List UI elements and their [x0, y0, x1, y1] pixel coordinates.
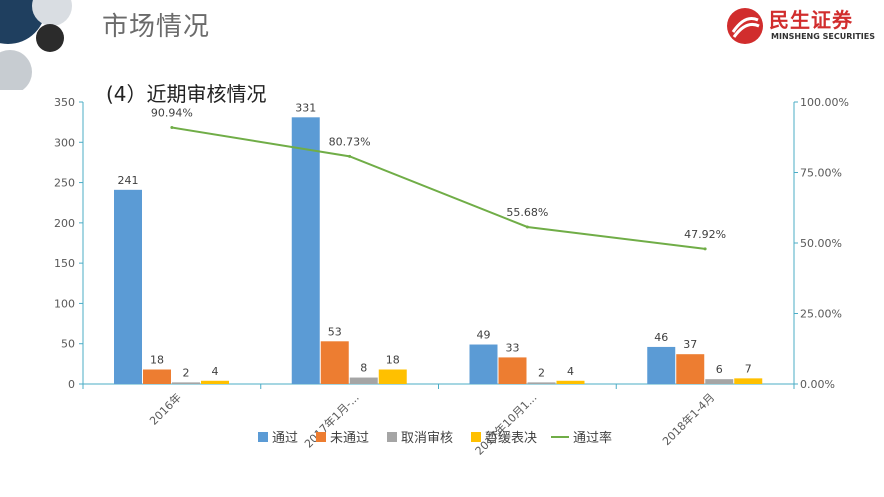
bar	[201, 380, 229, 384]
decorative-circles	[0, 0, 72, 90]
logo-english: MINSHENG SECURITIES	[771, 32, 875, 41]
bar-data-label: 46	[654, 331, 668, 344]
bar-data-label: 4	[212, 365, 219, 378]
legend-swatch	[387, 432, 397, 442]
legend-label: 暂缓表决	[485, 431, 537, 446]
bar	[378, 369, 407, 384]
legend-label: 取消审核	[401, 431, 453, 446]
x-tick-label: 2016年	[147, 390, 184, 427]
bar-data-label: 18	[150, 353, 164, 366]
y-tick-label: 0	[68, 378, 75, 391]
bar-data-label: 241	[118, 174, 139, 187]
bar-data-label: 37	[683, 338, 697, 351]
bar	[320, 341, 349, 384]
bar-data-label: 2	[183, 366, 190, 379]
bar-data-label: 33	[506, 341, 520, 354]
y-tick-label: 250	[54, 177, 75, 190]
chart-bars: 241 18 2 4 331 53 8 18 49 33 2 4 46 37 6 7	[114, 101, 763, 385]
rate-point	[348, 154, 352, 158]
bar-data-label: 18	[386, 353, 400, 366]
rate-point	[170, 126, 174, 130]
section-subtitle: (4）近期审核情况	[106, 82, 267, 106]
deco-circle-light	[32, 0, 72, 26]
bar	[172, 382, 200, 384]
x-tick-label: 2017年10月1...	[472, 390, 540, 458]
deco-circle-grey	[0, 50, 32, 90]
rate-data-label: 80.73%	[329, 135, 371, 148]
logo-name: 民生证券	[769, 8, 853, 32]
legend-swatch	[316, 432, 326, 442]
bar	[734, 378, 763, 384]
bar-data-label: 53	[328, 325, 342, 338]
bar	[647, 346, 676, 384]
legend-swatch	[471, 432, 481, 442]
legend-label: 通过率	[573, 430, 612, 446]
y2-tick-label: 25.00%	[800, 308, 842, 321]
legend-swatch	[258, 432, 268, 442]
rate-data-label: 90.94%	[151, 107, 193, 120]
y2-tick-label: 75.00%	[800, 167, 842, 180]
bar	[705, 379, 734, 384]
rate-data-label: 55.68%	[506, 206, 548, 219]
bar-data-label: 2	[538, 366, 545, 379]
y-tick-label: 150	[54, 257, 75, 270]
bar	[143, 369, 171, 384]
bar-data-label: 6	[716, 363, 723, 376]
bar	[556, 380, 585, 384]
bar	[676, 354, 705, 384]
y-tick-label: 100	[54, 297, 75, 310]
deco-circle-black	[36, 24, 64, 52]
bar	[469, 344, 498, 384]
legend-label: 未通过	[330, 431, 369, 446]
bar-data-label: 7	[745, 362, 752, 375]
y2-tick-label: 0.00%	[800, 378, 835, 391]
chart-legend: 通过 未通过 取消审核 暂缓表决 通过率	[258, 430, 612, 446]
bar-data-label: 331	[295, 101, 316, 114]
y2-tick-label: 100.00%	[800, 96, 849, 109]
rate-point	[525, 225, 529, 229]
y-tick-label: 300	[54, 136, 75, 149]
y-tick-label: 350	[54, 96, 75, 109]
rate-line	[171, 126, 706, 250]
legend-label: 通过	[272, 431, 298, 446]
bar-data-label: 4	[567, 365, 574, 378]
rate-point	[703, 247, 707, 251]
y2-tick-label: 50.00%	[800, 237, 842, 250]
bar	[527, 382, 556, 384]
chart-line: 90.94% 80.73% 55.68% 47.92%	[151, 107, 726, 251]
bar	[498, 357, 527, 384]
bar-data-label: 49	[477, 329, 491, 342]
y-tick-label: 50	[61, 338, 75, 351]
bar	[114, 189, 142, 384]
y-tick-label: 200	[54, 217, 75, 230]
chart-axes: 0501001502002503003500.00%25.00%50.00%75…	[54, 96, 849, 458]
brand-logo: 民生证券 MINSHENG SECURITIES	[725, 4, 880, 48]
bar-data-label: 8	[360, 362, 367, 375]
page-title: 市场情况	[102, 12, 211, 42]
logo-mark-icon	[727, 8, 763, 44]
bar	[349, 377, 378, 384]
rate-data-label: 47.92%	[684, 228, 726, 241]
bar	[291, 117, 320, 385]
x-tick-label: 2018年1-4月	[659, 390, 717, 448]
